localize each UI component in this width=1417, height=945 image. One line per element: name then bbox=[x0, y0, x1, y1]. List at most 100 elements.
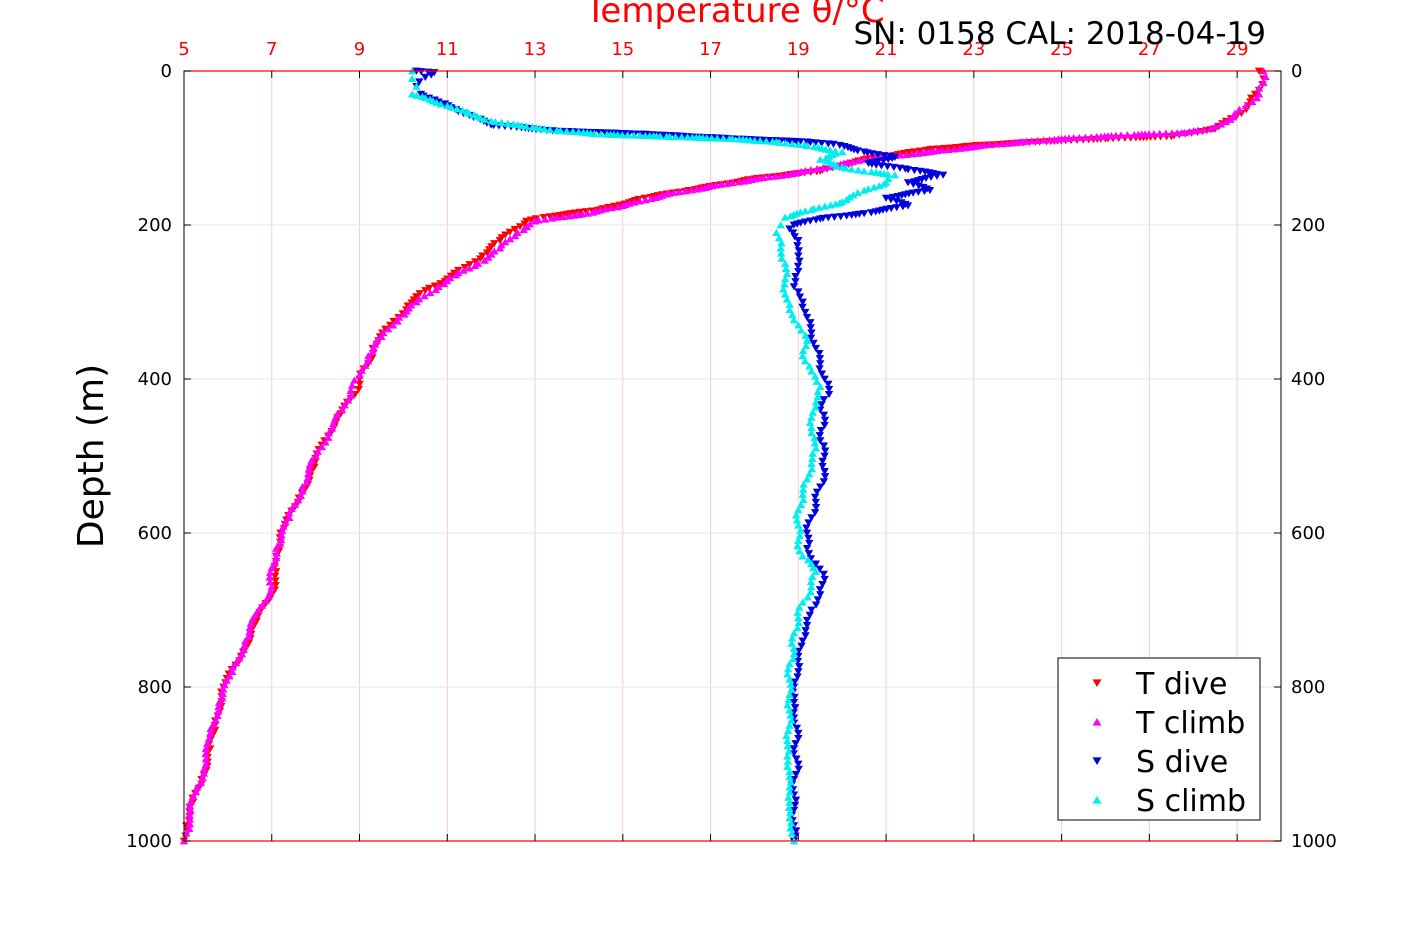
data-point bbox=[788, 139, 797, 148]
data-point bbox=[815, 565, 824, 573]
data-point bbox=[412, 82, 421, 90]
data-point bbox=[355, 371, 364, 379]
data-point bbox=[796, 526, 805, 534]
data-point bbox=[692, 185, 702, 193]
data-point bbox=[811, 372, 820, 380]
data-point bbox=[1081, 133, 1090, 141]
data-point bbox=[830, 213, 839, 221]
data-point bbox=[324, 429, 334, 437]
data-point bbox=[426, 288, 435, 297]
data-point bbox=[806, 319, 815, 327]
data-point bbox=[798, 552, 807, 560]
data-point bbox=[562, 127, 571, 135]
data-point bbox=[820, 421, 829, 429]
data-point bbox=[955, 144, 965, 152]
data-point bbox=[789, 806, 799, 814]
data-point bbox=[735, 178, 744, 186]
data-point bbox=[940, 144, 950, 153]
data-point bbox=[802, 314, 812, 322]
x-ticks: 5 7 9 11 13 15 17 19 21 23 25 27 29 bbox=[178, 39, 1249, 841]
data-point bbox=[780, 259, 790, 267]
data-point bbox=[819, 396, 829, 404]
x-tick-label: 25 bbox=[1050, 39, 1073, 60]
data-point bbox=[785, 783, 794, 791]
data-point bbox=[480, 115, 489, 123]
data-point bbox=[794, 140, 803, 148]
data-point bbox=[794, 619, 803, 627]
data-point bbox=[201, 749, 210, 758]
data-point bbox=[789, 316, 799, 324]
data-point bbox=[480, 256, 489, 264]
data-point bbox=[1247, 94, 1256, 102]
data-point bbox=[815, 365, 824, 373]
data-point bbox=[607, 204, 616, 212]
data-point bbox=[810, 434, 819, 442]
data-point bbox=[570, 211, 579, 219]
data-point bbox=[875, 181, 884, 190]
data-point bbox=[793, 608, 802, 616]
data-point bbox=[681, 187, 690, 195]
data-point bbox=[824, 163, 833, 171]
data-point bbox=[808, 408, 817, 416]
data-point bbox=[794, 288, 803, 296]
data-point bbox=[303, 474, 312, 482]
data-point bbox=[913, 149, 923, 157]
data-point bbox=[540, 215, 550, 223]
data-point bbox=[240, 641, 249, 649]
data-point bbox=[412, 91, 421, 99]
data-point bbox=[819, 478, 829, 486]
data-point bbox=[412, 298, 421, 306]
data-point bbox=[191, 787, 201, 796]
data-point bbox=[789, 283, 799, 291]
data-point bbox=[545, 125, 555, 134]
data-point bbox=[377, 332, 386, 341]
data-point bbox=[798, 490, 807, 498]
data-point bbox=[896, 151, 905, 159]
data-point bbox=[231, 659, 241, 667]
data-point bbox=[789, 629, 799, 637]
data-point bbox=[776, 171, 786, 179]
data-point bbox=[818, 462, 827, 471]
data-point bbox=[804, 534, 813, 542]
data-point bbox=[774, 234, 784, 242]
data-point bbox=[1226, 115, 1235, 123]
data-point bbox=[791, 278, 800, 286]
data-point bbox=[304, 465, 314, 473]
data-point bbox=[421, 287, 430, 295]
data-point bbox=[368, 348, 377, 356]
data-point bbox=[1092, 133, 1101, 141]
data-point bbox=[719, 134, 728, 142]
data-point bbox=[898, 203, 908, 211]
data-point bbox=[842, 195, 851, 203]
data-point bbox=[805, 611, 814, 619]
x-tick-label: 5 bbox=[178, 39, 189, 60]
data-point bbox=[802, 524, 811, 532]
data-point bbox=[785, 305, 794, 314]
data-point bbox=[635, 131, 645, 139]
data-layer bbox=[179, 67, 1270, 845]
data-point bbox=[859, 186, 869, 194]
data-point bbox=[228, 667, 237, 675]
legend-marker bbox=[1092, 717, 1102, 726]
data-point bbox=[811, 139, 820, 147]
data-point bbox=[272, 549, 282, 557]
data-point bbox=[237, 650, 247, 658]
data-point bbox=[1167, 129, 1177, 137]
data-point bbox=[824, 380, 833, 388]
data-point bbox=[789, 649, 799, 657]
data-point bbox=[806, 588, 815, 596]
data-point bbox=[251, 610, 260, 618]
data-point bbox=[317, 442, 327, 451]
data-point bbox=[915, 147, 925, 155]
data-point bbox=[327, 424, 337, 432]
data-point bbox=[199, 769, 209, 777]
data-point bbox=[780, 280, 789, 288]
data-point bbox=[812, 165, 822, 173]
data-point bbox=[795, 603, 804, 611]
data-point bbox=[465, 261, 474, 269]
data-point bbox=[794, 734, 803, 743]
data-point bbox=[1033, 136, 1042, 145]
data-point bbox=[257, 601, 267, 609]
data-point bbox=[808, 454, 817, 462]
data-point bbox=[802, 616, 812, 625]
